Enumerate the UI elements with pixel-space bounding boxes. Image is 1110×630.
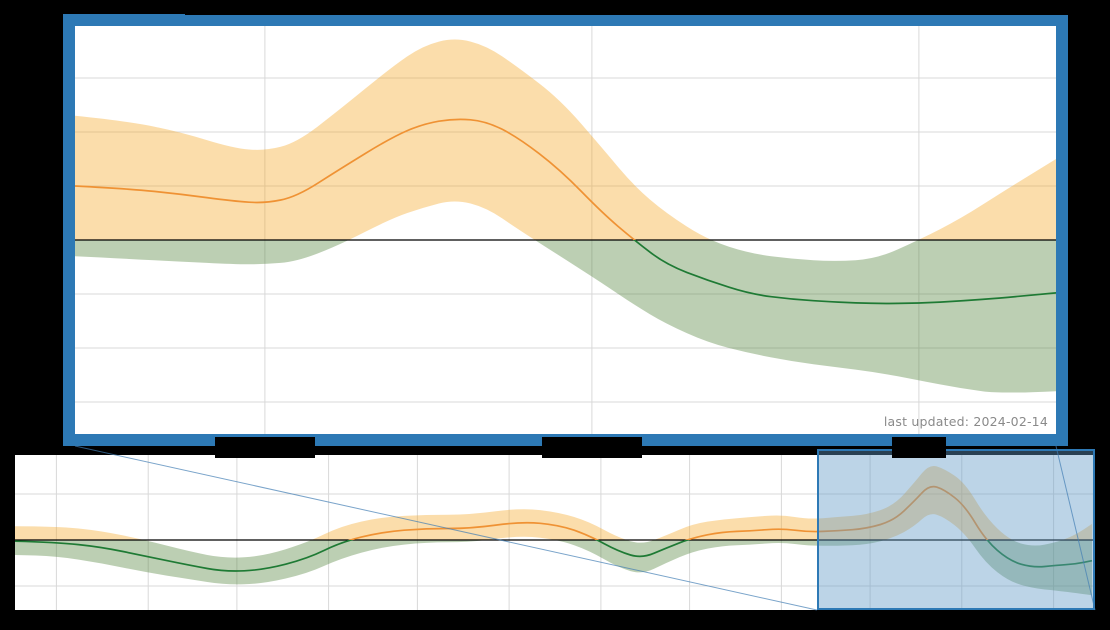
- main-chart-frame: last updated: 2024-02-14: [63, 14, 1068, 446]
- redacted-month-tick-label: [486, 612, 533, 629]
- main-rt-chart: [75, 26, 1056, 434]
- redacted-month-tick-label: [848, 612, 893, 629]
- redacted-x-tick-label: [214, 437, 315, 458]
- ci-band-above-one: [75, 39, 1056, 240]
- rt-median-line-below-one: [633, 240, 1056, 305]
- redacted-month-tick-label: [1030, 612, 1077, 629]
- redacted-month-tick-label: [920, 612, 1003, 629]
- redacted-month-tick-label: [15, 612, 98, 629]
- redacted-month-tick-label: [578, 612, 623, 629]
- redacted-y-tick-label: [0, 230, 38, 250]
- redacted-y-tick-label: [0, 284, 38, 304]
- zoom-highlight-region: [816, 449, 1095, 610]
- redacted-y-tick-label: [0, 392, 38, 412]
- ci-band-below-one: [75, 240, 1056, 393]
- redacted-x-tick-label: [541, 437, 642, 458]
- ci-band-above-one: [15, 465, 1092, 541]
- redacted-x-tick-label: [891, 437, 946, 458]
- redacted-month-tick-label: [125, 612, 172, 629]
- redacted-month-tick-label: [399, 612, 436, 629]
- redacted-y-tick-label: [0, 176, 38, 196]
- last-updated-label: last updated: 2024-02-14: [883, 414, 1048, 429]
- rt-median-line-above-one: [75, 118, 636, 240]
- redacted-chart-title: [185, 0, 1091, 15]
- redacted-y-tick-label: [0, 68, 38, 88]
- redacted-y-tick-label: [0, 14, 38, 34]
- redacted-month-tick-label: [669, 612, 710, 629]
- redacted-month-tick-label: [212, 612, 261, 629]
- rt-median-line-above-one: [347, 485, 989, 541]
- redacted-month-tick-label: [307, 612, 350, 629]
- redacted-y-tick-label: [0, 338, 38, 358]
- redacted-y-tick-label: [0, 122, 38, 142]
- redacted-month-tick-label: [759, 612, 804, 629]
